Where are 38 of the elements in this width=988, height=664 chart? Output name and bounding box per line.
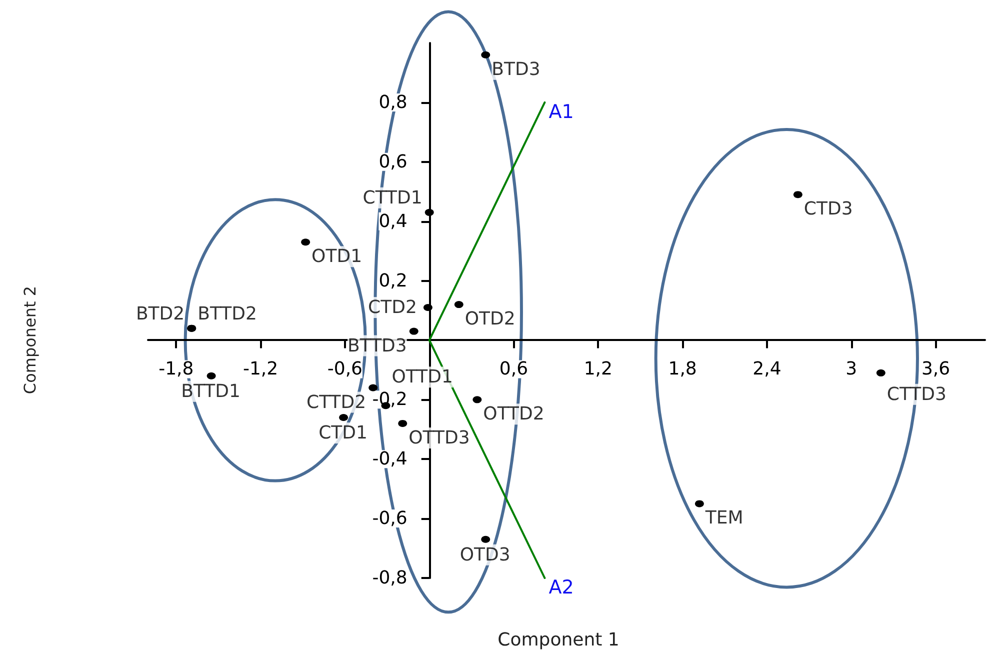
annotation: CTD1 [318,422,368,444]
annotation: OTD1 [312,246,362,268]
y-tick-label: 0,6 [378,151,408,172]
series-label: A1 [548,100,574,123]
annotation: TEM [704,508,744,529]
x-tick-label: 1,2 [584,358,612,380]
annotation: CTD2 [368,297,417,318]
annotation: BTD2 [136,303,185,324]
annotation: OTD2 [464,308,516,330]
annotation: OTD3 [460,544,510,566]
annotation: OTTD3 [408,427,470,448]
x-tick-label: 3,6 [921,358,950,380]
annotation: CTTD1 [362,187,422,208]
annotation: BTTD2 [198,303,257,324]
text: Component 2 [20,286,40,394]
annotation: BTTD1 [181,380,240,402]
x-tick-label: -0,6 [327,358,363,380]
y-tick-label: -0,8 [372,568,408,588]
x-tick-label: 3 [846,358,858,380]
annotation: BTD3 [492,58,540,80]
annotation: OTTD2 [483,404,544,425]
series-label: A2 [548,576,574,598]
x-tick-label: -1,8 [158,358,194,380]
y-tick-label: 0,8 [378,92,408,113]
y-tick-label: -0,4 [372,448,408,470]
x-axis-title: Component 1 [498,630,620,650]
y-tick-label: -0,6 [372,508,408,530]
annotation: CTTD3 [886,384,946,405]
x-tick-label: -1,2 [242,358,278,380]
x-tick-label: 1,8 [668,358,697,380]
annotation: CTD3 [804,198,853,220]
x-tick-label: 2,4 [752,358,782,380]
y-tick-label: 0,2 [378,270,408,292]
annotation: OTTD1 [392,366,453,388]
annotation: CTTD2 [306,392,366,413]
x-tick-label: 0,6 [499,358,528,380]
y-tick-label: 0,4 [378,210,408,232]
annotation: BTTD3 [348,335,407,356]
